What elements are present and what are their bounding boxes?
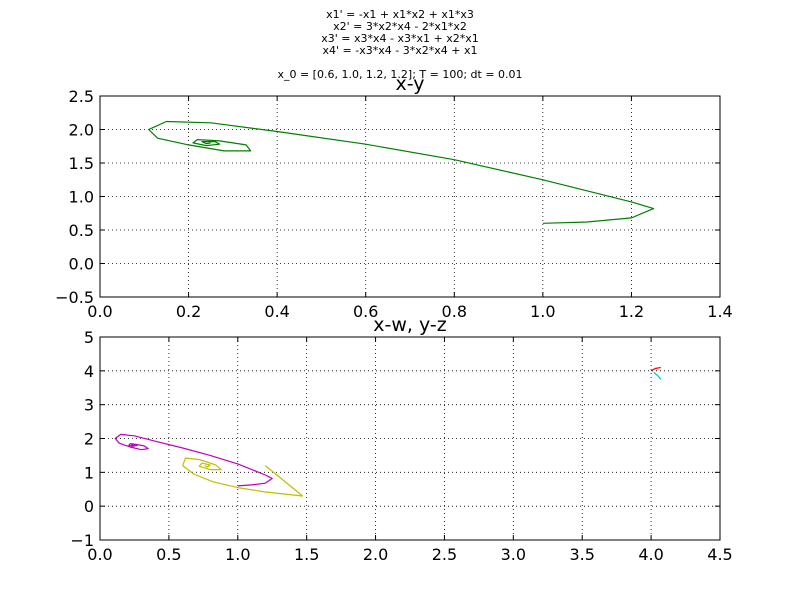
suptitle: x1' = -x1 + x1*x2 + x1*x3 x2' = 3*x2*x4 … <box>0 9 800 81</box>
series-line <box>182 457 304 497</box>
series-line <box>114 433 273 487</box>
y-tick-label: −1 <box>70 531 94 550</box>
y-tick-label: 3 <box>84 396 94 415</box>
axes-title: x-y <box>395 73 424 95</box>
axes-title: x-w, y-z <box>373 314 446 336</box>
x-tick-label: 1.0 <box>225 545 250 564</box>
x-tick-label: 0.2 <box>176 302 201 321</box>
x-tick-label: 1.0 <box>530 302 555 321</box>
y-tick-label: 2 <box>84 430 94 449</box>
x-tick-label: 0.0 <box>87 545 112 564</box>
series-line <box>653 372 662 380</box>
y-tick-label: 1.5 <box>69 154 94 173</box>
y-tick-label: 2.0 <box>69 121 94 140</box>
y-tick-label: 0.5 <box>69 221 94 240</box>
series-line <box>650 366 661 372</box>
x-tick-label: 1.2 <box>619 302 644 321</box>
x-tick-label: 0.6 <box>353 302 378 321</box>
series-line <box>148 120 655 224</box>
suptitle-line: x4' = -x3*x4 - 3*x2*x4 + x1 <box>322 44 478 57</box>
x-tick-label: 1.4 <box>707 302 732 321</box>
axes-frame <box>99 336 721 541</box>
y-tick-label: 0 <box>84 497 94 516</box>
x-tick-label: 2.5 <box>432 545 457 564</box>
x-tick-label: 3.5 <box>569 545 594 564</box>
y-tick-label: 5 <box>84 328 94 347</box>
y-tick-label: 1.0 <box>69 188 94 207</box>
x-tick-label: 1.5 <box>294 545 319 564</box>
x-tick-label: 3.0 <box>501 545 526 564</box>
x-tick-label: 2.0 <box>363 545 388 564</box>
x-tick-label: 4.5 <box>707 545 732 564</box>
suptitle-line: x_0 = [0.6, 1.0, 1.2, 1.2]; T = 100; dt … <box>277 68 523 81</box>
x-tick-label: 0.4 <box>264 302 289 321</box>
suptitle-line: x3' = x3*x4 - x3*x1 + x2*x1 <box>321 32 479 45</box>
x-tick-label: 4.0 <box>638 545 663 564</box>
y-tick-label: 0.0 <box>69 255 94 274</box>
y-tick-label: 4 <box>84 362 94 381</box>
axes-frame <box>99 95 721 298</box>
y-tick-label: 2.5 <box>69 87 94 106</box>
suptitle-line: x2' = 3*x2*x4 - 2*x1*x2 <box>333 20 467 33</box>
x-tick-label: 0.8 <box>442 302 467 321</box>
y-tick-label: 1 <box>84 463 94 482</box>
x-tick-label: 0.5 <box>156 545 181 564</box>
y-tick-label: −0.5 <box>55 288 94 307</box>
x-tick-label: 0.0 <box>87 302 112 321</box>
suptitle-line: x1' = -x1 + x1*x2 + x1*x3 <box>326 8 474 21</box>
